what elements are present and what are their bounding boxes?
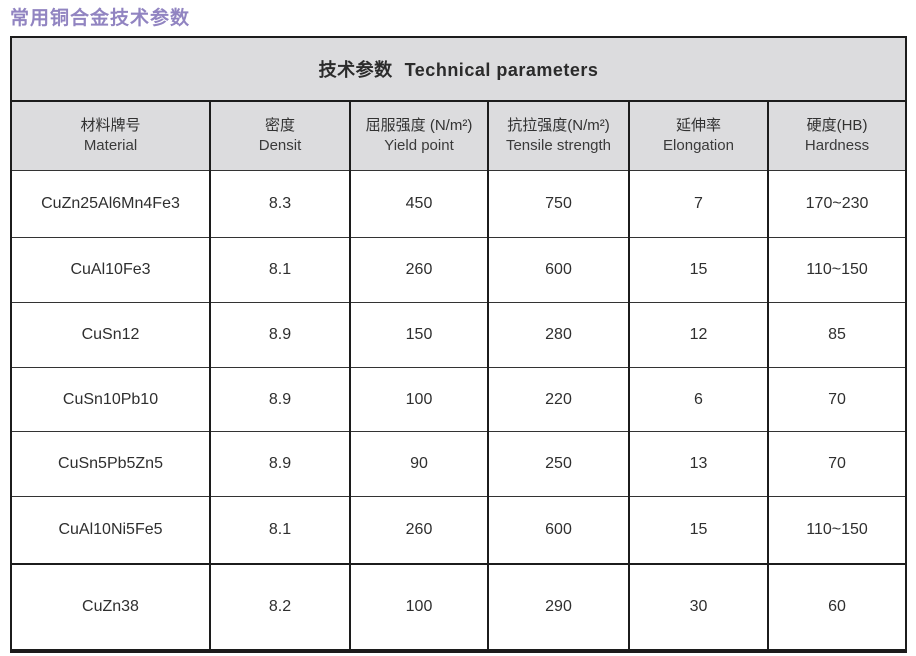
cell-density: 8.1 <box>209 496 351 564</box>
column-header-density-zh: 密度 <box>264 117 295 134</box>
cell-hardness: 85 <box>766 302 908 368</box>
cell-elongation: 13 <box>628 431 769 497</box>
column-header-tensile-strength: 抗拉强度(N/m²) Tensile strength <box>487 100 630 171</box>
cell-elongation: 6 <box>628 367 769 432</box>
column-header-yield-point: 屈服强度 (N/m²) Yield point <box>349 100 489 171</box>
cell-yield-point: 260 <box>349 237 489 303</box>
column-header-row: 材料牌号 Material 密度 Densit 屈服强度 (N/m²) Yiel… <box>10 100 908 171</box>
column-header-material-en: Material <box>83 137 138 154</box>
cell-density: 8.3 <box>209 170 351 238</box>
cell-tensile-strength: 600 <box>487 496 630 564</box>
cell-tensile-strength: 280 <box>487 302 630 368</box>
column-header-hardness-zh: 硬度(HB) <box>806 117 868 134</box>
cell-yield-point: 100 <box>349 563 489 651</box>
column-header-elongation-en: Elongation <box>663 137 734 154</box>
column-header-yield-point-en: Yield point <box>384 137 454 154</box>
table-row: CuSn10Pb10 8.9 100 220 6 70 <box>10 367 908 432</box>
technical-parameters-table: 技术参数 Technical parameters 材料牌号 Material 密… <box>9 36 908 653</box>
table-row: CuZn25Al6Mn4Fe3 8.3 450 750 7 170~230 <box>10 170 908 238</box>
cell-material: CuAl10Fe3 <box>10 237 211 303</box>
column-header-material: 材料牌号 Material <box>10 100 211 171</box>
cell-elongation: 12 <box>628 302 769 368</box>
cell-yield-point: 260 <box>349 496 489 564</box>
cell-material: CuSn10Pb10 <box>10 367 211 432</box>
column-header-hardness-en: Hardness <box>804 137 870 154</box>
cell-material: CuAl10Ni5Fe5 <box>10 496 211 564</box>
cell-yield-point: 90 <box>349 431 489 497</box>
cell-yield-point: 150 <box>349 302 489 368</box>
cell-hardness: 110~150 <box>766 496 908 564</box>
table-title-row: 技术参数 Technical parameters <box>9 36 908 102</box>
table-title-zh: 技术参数 <box>318 60 393 80</box>
cell-density: 8.2 <box>209 563 351 651</box>
table-row: CuZn38 8.2 100 290 30 60 <box>10 563 908 651</box>
column-header-yield-point-zh: 屈服强度 (N/m²) <box>365 117 473 134</box>
cell-density: 8.9 <box>209 302 351 368</box>
cell-tensile-strength: 290 <box>487 563 630 651</box>
cell-material: CuZn25Al6Mn4Fe3 <box>10 170 211 238</box>
cell-tensile-strength: 600 <box>487 237 630 303</box>
page-title: 常用铜合金技术参数 <box>10 8 191 29</box>
cell-material: CuSn12 <box>10 302 211 368</box>
cell-density: 8.1 <box>209 237 351 303</box>
column-header-elongation-zh: 延伸率 <box>675 117 721 134</box>
table-row: CuSn12 8.9 150 280 12 85 <box>10 302 908 368</box>
column-header-density-en: Densit <box>258 137 302 154</box>
table-row: CuAl10Fe3 8.1 260 600 15 110~150 <box>10 237 908 303</box>
column-header-hardness: 硬度(HB) Hardness <box>766 100 908 171</box>
cell-density: 8.9 <box>209 431 351 497</box>
cell-hardness: 70 <box>766 431 908 497</box>
cell-elongation: 15 <box>628 496 769 564</box>
cell-material: CuSn5Pb5Zn5 <box>10 431 211 497</box>
cell-hardness: 70 <box>766 367 908 432</box>
table-title-en: Technical parameters <box>404 60 599 80</box>
cell-elongation: 15 <box>628 237 769 303</box>
column-header-tensile-strength-en: Tensile strength <box>505 137 612 154</box>
cell-tensile-strength: 250 <box>487 431 630 497</box>
cell-elongation: 7 <box>628 170 769 238</box>
table-row: CuAl10Ni5Fe5 8.1 260 600 15 110~150 <box>10 496 908 564</box>
column-header-elongation: 延伸率 Elongation <box>628 100 769 171</box>
column-header-tensile-strength-zh: 抗拉强度(N/m²) <box>507 117 610 134</box>
cell-hardness: 60 <box>766 563 908 651</box>
cell-hardness: 170~230 <box>766 170 908 238</box>
table-title: 技术参数 Technical parameters <box>9 36 908 102</box>
cell-hardness: 110~150 <box>766 237 908 303</box>
cell-elongation: 30 <box>628 563 769 651</box>
cell-tensile-strength: 750 <box>487 170 630 238</box>
column-header-material-zh: 材料牌号 <box>80 117 141 134</box>
cell-yield-point: 450 <box>349 170 489 238</box>
cell-material: CuZn38 <box>10 563 211 651</box>
table-row: CuSn5Pb5Zn5 8.9 90 250 13 70 <box>10 431 908 497</box>
cell-density: 8.9 <box>209 367 351 432</box>
cell-yield-point: 100 <box>349 367 489 432</box>
column-header-density: 密度 Densit <box>209 100 351 171</box>
cell-tensile-strength: 220 <box>487 367 630 432</box>
